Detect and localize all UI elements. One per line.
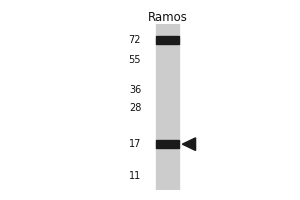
Text: 11: 11 bbox=[129, 171, 141, 181]
Polygon shape bbox=[182, 138, 196, 150]
Text: 72: 72 bbox=[129, 35, 141, 45]
Bar bbox=[156, 36, 179, 44]
Text: 55: 55 bbox=[129, 55, 141, 65]
Bar bbox=[156, 24, 179, 190]
Text: 17: 17 bbox=[129, 139, 141, 149]
Text: 28: 28 bbox=[129, 103, 141, 113]
Text: Ramos: Ramos bbox=[148, 11, 188, 24]
Text: 36: 36 bbox=[129, 85, 141, 95]
Bar bbox=[156, 140, 179, 148]
